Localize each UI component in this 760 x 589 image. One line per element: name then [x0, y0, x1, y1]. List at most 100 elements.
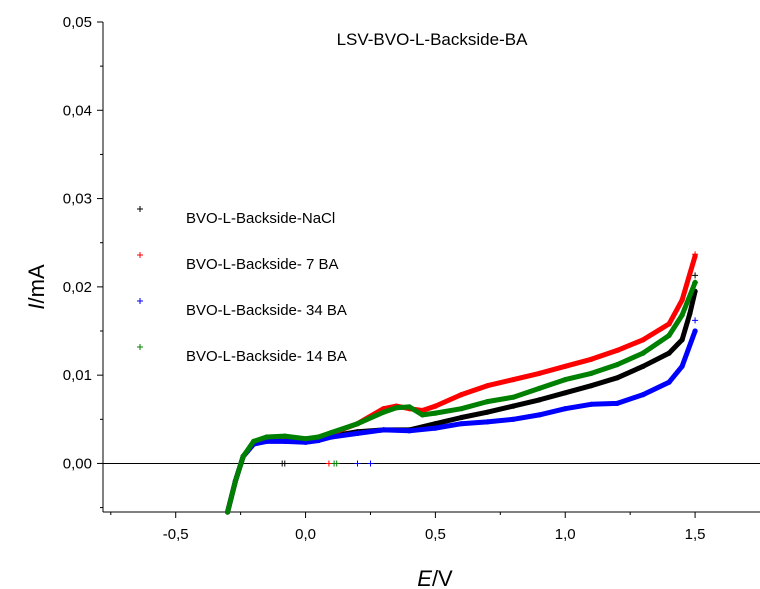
series-layer	[225, 251, 699, 515]
data-point	[419, 412, 425, 418]
y-tick-label: 0,03	[63, 191, 92, 208]
x-axis-title-unit: /V	[432, 566, 453, 589]
data-point	[562, 406, 568, 412]
data-point	[232, 478, 238, 484]
data-point	[458, 421, 464, 427]
data-point	[510, 394, 516, 400]
data-point	[432, 410, 438, 416]
data-point	[536, 385, 542, 391]
data-point	[666, 321, 672, 327]
data-point	[536, 412, 542, 418]
data-point	[240, 453, 246, 459]
data-point	[510, 403, 516, 409]
plus-marker	[367, 460, 374, 467]
series-2	[225, 251, 699, 515]
legend-label: BVO-L-Backside- 34 BA	[186, 302, 347, 319]
data-point	[640, 392, 646, 398]
legend-marker	[137, 298, 143, 304]
x-axis-title-symbol: E	[417, 566, 432, 589]
data-point	[303, 436, 309, 442]
data-point	[432, 403, 438, 409]
x-tick-label: 0,5	[425, 526, 446, 543]
data-point	[666, 350, 672, 356]
data-point	[264, 438, 270, 444]
x-tick-label: 0,0	[295, 526, 316, 543]
series-line	[225, 253, 698, 515]
data-point	[588, 401, 594, 407]
data-point	[282, 438, 288, 444]
data-point	[282, 433, 288, 439]
x-ticks: -0,5 0,0 0,5 1,0 1,5	[110, 512, 706, 543]
data-point	[458, 392, 464, 398]
data-point	[640, 363, 646, 369]
data-point	[614, 375, 620, 381]
data-point	[458, 414, 464, 421]
data-point	[354, 421, 361, 427]
data-point	[458, 406, 464, 412]
data-point	[315, 434, 322, 440]
y-tick-label: 0,02	[63, 279, 92, 296]
y-ticks: 0,00 0,01 0,02 0,03 0,04 0,05	[63, 14, 103, 509]
data-point	[264, 434, 270, 440]
data-point	[562, 390, 568, 396]
data-point	[679, 297, 685, 303]
plus-marker	[692, 317, 699, 324]
data-point	[666, 379, 672, 385]
data-point	[614, 400, 620, 406]
x-axis-title: E/V	[417, 566, 453, 589]
legend-marker	[137, 344, 143, 350]
legend-label: BVO-L-Backside- 14 BA	[186, 348, 347, 365]
y-axis-title-symbol: I	[24, 304, 49, 310]
data-point	[536, 397, 542, 403]
data-point	[328, 434, 335, 440]
y-tick-label: 0,05	[63, 14, 92, 31]
data-point	[251, 438, 257, 444]
data-point	[406, 404, 412, 410]
data-point	[484, 419, 490, 425]
y-axis-title-unit: /mA	[24, 264, 49, 303]
data-point	[562, 377, 568, 383]
data-point	[484, 383, 490, 389]
data-point	[393, 405, 399, 411]
data-point	[640, 337, 646, 343]
x-tick-label: -0,5	[163, 526, 189, 543]
legend-label: BVO-L-Backside-NaCl	[186, 210, 335, 227]
data-point	[432, 425, 438, 431]
data-point	[510, 377, 516, 383]
data-point	[679, 312, 685, 318]
data-point	[562, 363, 568, 369]
data-point	[354, 430, 361, 436]
plus-marker	[692, 251, 699, 258]
plus-marker	[692, 272, 699, 279]
data-point	[484, 409, 490, 415]
y-tick-label: 0,04	[63, 102, 92, 119]
plus-marker	[354, 460, 361, 467]
chart-title: LSV-BVO-L-Backside-BA	[337, 30, 529, 49]
y-tick-label: 0,01	[63, 367, 92, 384]
legend: BVO-L-Backside-NaCl BVO-L-Backside- 7 BA B…	[137, 206, 347, 365]
x-tick-label: 1,5	[685, 526, 706, 543]
data-point	[679, 363, 685, 369]
data-point	[614, 347, 620, 353]
data-point	[692, 328, 698, 334]
data-point	[614, 362, 620, 368]
data-point	[687, 310, 693, 316]
data-point	[510, 416, 516, 422]
data-point	[380, 427, 387, 433]
data-point	[588, 383, 594, 389]
plus-marker	[325, 460, 332, 467]
data-point	[406, 428, 412, 434]
series-4	[225, 279, 699, 515]
data-point	[536, 370, 542, 376]
data-point	[328, 429, 335, 436]
data-point	[484, 399, 490, 405]
data-point	[588, 356, 594, 362]
y-tick-label: 0,00	[63, 455, 92, 472]
data-point	[588, 370, 594, 376]
data-point	[666, 332, 672, 338]
plus-marker	[692, 279, 699, 286]
y-axis-title: I/mA	[24, 264, 49, 310]
plot-frame	[102, 22, 760, 513]
x-tick-label: 1,0	[555, 526, 576, 543]
